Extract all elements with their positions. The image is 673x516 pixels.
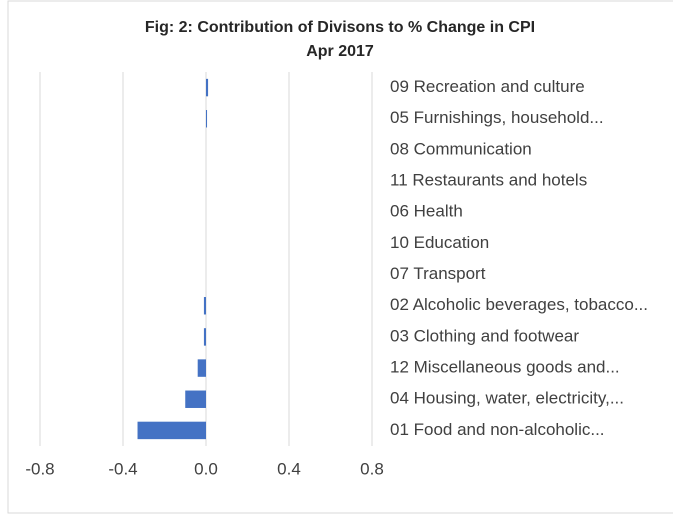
y-tick-label: 05 Furnishings, household... bbox=[390, 108, 604, 127]
bar bbox=[206, 78, 209, 97]
y-tick-label: 07 Transport bbox=[390, 264, 486, 283]
y-tick-label: 04 Housing, water, electricity,... bbox=[390, 389, 624, 408]
chart-border bbox=[7, 0, 673, 514]
chart-title: Fig: 2: Contribution of Divisons to % Ch… bbox=[145, 19, 535, 36]
x-tick-label: -0.4 bbox=[108, 459, 137, 478]
chart-subtitle: Apr 2017 bbox=[306, 43, 374, 60]
y-tick-label: 12 Miscellaneous goods and... bbox=[390, 358, 620, 377]
bar bbox=[137, 421, 206, 440]
bar bbox=[206, 110, 208, 128]
bar bbox=[197, 359, 206, 377]
y-tick-label: 03 Clothing and footwear bbox=[390, 326, 579, 345]
x-tick-label: -0.8 bbox=[25, 459, 54, 478]
bar bbox=[185, 390, 206, 408]
x-tick-label: 0.8 bbox=[360, 459, 384, 478]
y-tick-label: 06 Health bbox=[390, 202, 463, 221]
y-tick-label: 08 Communication bbox=[390, 139, 532, 158]
y-tick-label: 11 Restaurants and hotels bbox=[390, 171, 587, 190]
y-tick-label: 10 Education bbox=[390, 233, 489, 252]
x-tick-label: 0.0 bbox=[194, 459, 218, 478]
x-tick-label: 0.4 bbox=[277, 459, 301, 478]
bar bbox=[203, 328, 206, 346]
y-tick-label: 01 Food and non-alcoholic... bbox=[390, 420, 605, 439]
y-tick-label: 02 Alcoholic beverages, tobacco... bbox=[390, 295, 648, 314]
bar bbox=[203, 297, 206, 315]
y-tick-label: 09 Recreation and culture bbox=[390, 77, 585, 96]
